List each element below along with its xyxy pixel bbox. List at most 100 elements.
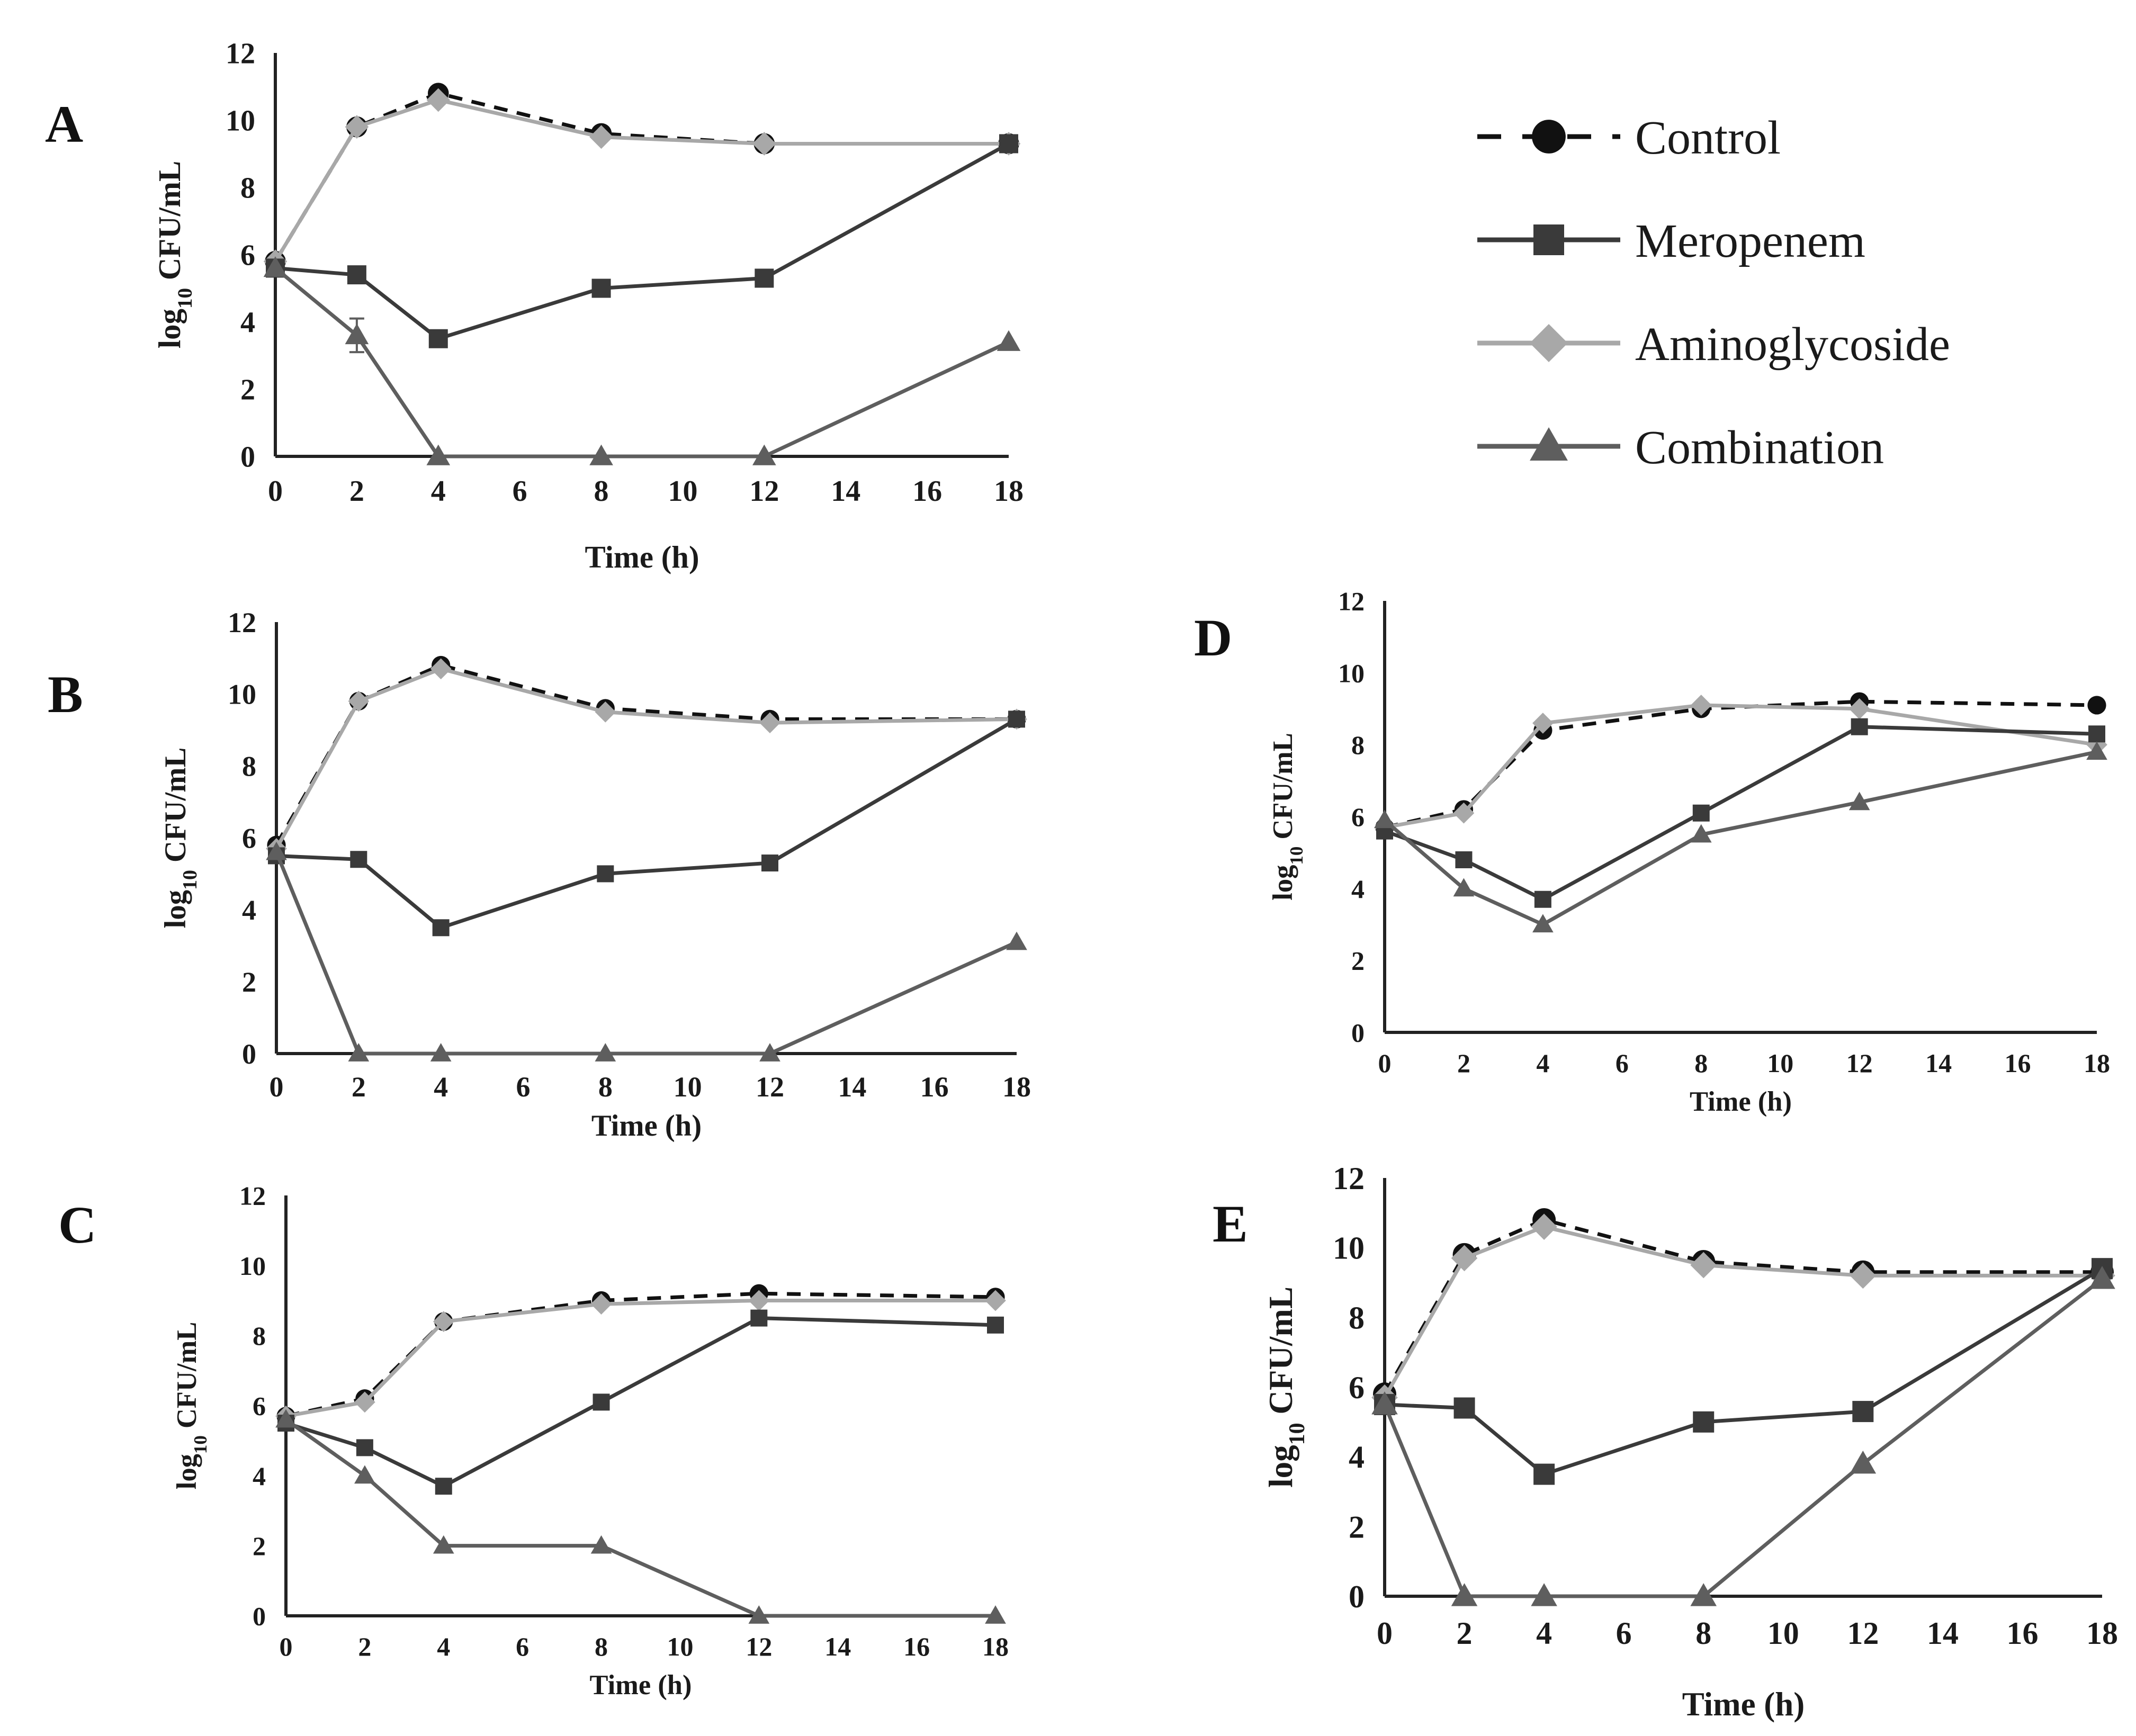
- series-line-aminoglycoside: [1384, 703, 2097, 830]
- y-tick-label: 12: [226, 38, 255, 70]
- x-axis-title: Time (h): [1690, 1086, 1792, 1117]
- data-point-aminoglycoside: [590, 1293, 612, 1315]
- data-point-meropenem: [987, 1316, 1004, 1334]
- data-point-combination: [1848, 791, 1870, 811]
- y-tick-label: 12: [228, 607, 256, 638]
- x-tick-label: 18: [982, 1632, 1009, 1661]
- data-point-combination: [1451, 1583, 1478, 1606]
- series-control: [276, 1284, 1005, 1426]
- legend-label: Control: [1635, 112, 1781, 164]
- legend-marker-aminoglycoside: [1530, 324, 1568, 362]
- data-point-combination: [1374, 809, 1395, 829]
- data-point-combination: [430, 1043, 452, 1062]
- x-tick-label: 12: [1846, 1048, 1873, 1078]
- x-tick-label: 8: [595, 1632, 608, 1661]
- data-point-meropenem: [1533, 1463, 1555, 1485]
- data-point-combination: [275, 1409, 297, 1428]
- data-point-meropenem: [350, 851, 367, 868]
- y-tick-label: 10: [1338, 658, 1365, 688]
- x-tick-label: 4: [434, 1071, 448, 1103]
- y-tick-label: 6: [1351, 802, 1365, 832]
- series-line-combination: [274, 266, 1010, 458]
- data-point-meropenem: [593, 1393, 610, 1411]
- x-tick-label: 8: [1695, 1616, 1711, 1651]
- legend-marker-meropenem: [1533, 224, 1564, 255]
- series-combination: [1371, 1266, 2115, 1606]
- data-point-control: [2087, 696, 2106, 715]
- data-point-combination: [433, 1535, 454, 1554]
- data-point-aminoglycoside: [752, 132, 776, 156]
- y-tick-label: 10: [226, 105, 255, 138]
- y-tick-label: 8: [242, 751, 256, 782]
- panel-letter: B: [48, 665, 83, 724]
- y-tick-label: 2: [1351, 946, 1365, 976]
- x-tick-label: 16: [2006, 1616, 2038, 1651]
- data-point-aminoglycoside: [1690, 1252, 1717, 1279]
- y-tick-label: 6: [1349, 1370, 1365, 1405]
- y-tick-label: 10: [239, 1251, 266, 1281]
- data-point-combination: [1453, 878, 1475, 897]
- series-line-meropenem: [275, 142, 1010, 341]
- panel-letter: E: [1213, 1194, 1248, 1253]
- legend-label: Aminoglycoside: [1635, 318, 1950, 371]
- data-point-meropenem: [1693, 1411, 1715, 1433]
- data-point-meropenem: [1008, 710, 1025, 728]
- data-point-aminoglycoside: [430, 658, 452, 680]
- series-line-meropenem: [276, 717, 1018, 930]
- x-tick-label: 0: [270, 1071, 284, 1103]
- series-aminoglycoside: [266, 658, 1027, 859]
- data-point-meropenem: [1453, 1397, 1475, 1419]
- x-tick-label: 6: [516, 1632, 529, 1661]
- data-point-combination: [1371, 1391, 1398, 1415]
- series-aminoglycoside: [1374, 695, 2107, 838]
- series-line-combination: [1383, 750, 2097, 927]
- series-meropenem: [266, 134, 1018, 348]
- x-tick-label: 0: [1378, 1048, 1392, 1078]
- y-tick-label: 4: [1351, 874, 1365, 904]
- data-point-meropenem: [432, 919, 450, 937]
- data-point-meropenem: [1692, 804, 1710, 822]
- series-line-meropenem: [1384, 1267, 2103, 1477]
- data-point-combination: [985, 1605, 1006, 1624]
- data-point-meropenem: [356, 1439, 373, 1456]
- data-point-aminoglycoside: [426, 88, 451, 112]
- y-tick-label: 4: [240, 307, 255, 339]
- y-tick-label: 8: [1351, 730, 1365, 760]
- data-point-meropenem: [1455, 851, 1473, 868]
- y-axis-title: log10 CFU/mL: [172, 1322, 211, 1489]
- x-tick-label: 0: [1377, 1616, 1393, 1651]
- data-point-aminoglycoside: [748, 1290, 770, 1311]
- data-point-aminoglycoside: [1531, 1213, 1557, 1240]
- series-line-meropenem: [1384, 725, 2097, 902]
- series-combination: [266, 841, 1027, 1062]
- x-tick-label: 10: [1767, 1048, 1793, 1078]
- x-tick-label: 2: [349, 475, 364, 508]
- data-point-meropenem: [347, 265, 366, 285]
- y-tick-label: 12: [239, 1181, 266, 1211]
- data-point-meropenem: [428, 329, 448, 348]
- x-tick-label: 6: [513, 475, 527, 508]
- y-tick-label: 0: [1349, 1579, 1365, 1614]
- panel-a: A 0 2 4 6 8 10 12 0 2 4 6 8 10 12 14 16 18 Time (h) log10 C…: [45, 38, 1024, 574]
- y-tick-label: 4: [1349, 1440, 1365, 1475]
- x-axis-title: Time (h): [590, 1670, 692, 1701]
- data-point-aminoglycoside: [354, 1391, 375, 1413]
- y-tick-label: 2: [242, 966, 256, 998]
- legend-label: Combination: [1635, 421, 1884, 474]
- series-line-combination: [1383, 1278, 2104, 1598]
- panel-letter: C: [58, 1195, 96, 1254]
- x-tick-label: 14: [1925, 1048, 1952, 1078]
- data-point-aminoglycoside: [345, 115, 369, 139]
- data-point-aminoglycoside: [1848, 698, 1870, 719]
- series-combination: [1374, 741, 2107, 933]
- series-meropenem: [277, 1309, 1004, 1495]
- series-meropenem: [268, 710, 1025, 937]
- y-tick-label: 2: [1349, 1509, 1365, 1544]
- x-tick-label: 16: [912, 475, 942, 508]
- y-tick-label: 8: [253, 1321, 266, 1351]
- x-tick-label: 18: [994, 475, 1024, 508]
- data-point-aminoglycoside: [348, 690, 370, 712]
- data-point-combination: [752, 444, 776, 465]
- x-tick-label: 14: [824, 1632, 851, 1661]
